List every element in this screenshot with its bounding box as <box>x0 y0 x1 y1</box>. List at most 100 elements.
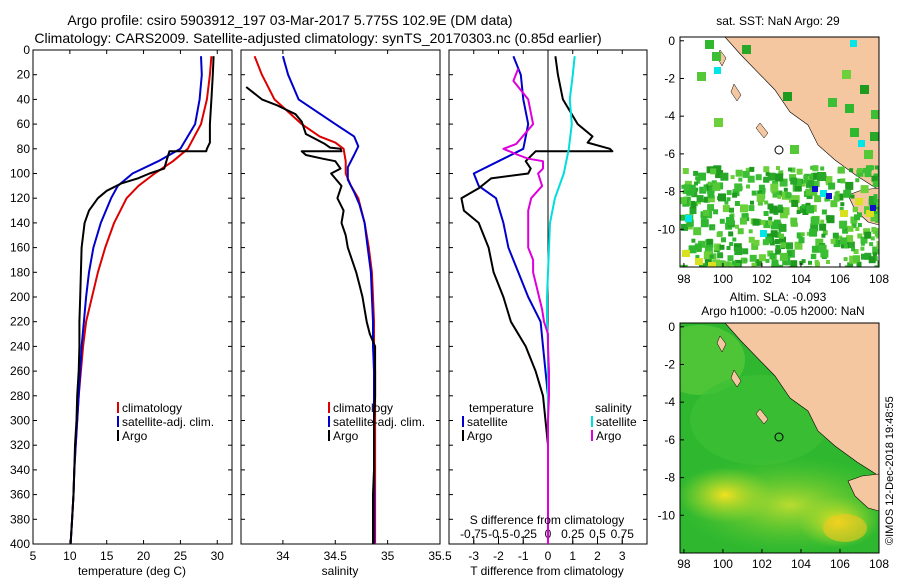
sst-cell <box>753 239 760 246</box>
sst-cell <box>871 110 879 119</box>
s-tick-label: -0.25 <box>510 527 538 541</box>
sst-cell <box>691 238 696 243</box>
x-tick-label: 25 <box>174 549 188 563</box>
sst-cell <box>796 210 801 214</box>
sst-cell <box>843 189 852 198</box>
sst-cell <box>717 260 725 267</box>
sst-cell <box>690 200 696 206</box>
sst-cell <box>714 118 723 127</box>
series-line-argo <box>69 56 215 545</box>
sst-cell <box>795 178 801 184</box>
x-tick-label: 5 <box>30 549 37 563</box>
sst-cell <box>763 211 769 216</box>
sst-cell <box>752 218 760 226</box>
map-x-tick-label: 102 <box>752 272 772 286</box>
sst-cell <box>726 190 732 196</box>
sst-cell <box>791 200 799 207</box>
y-tick-label: 180 <box>10 265 30 279</box>
sst-cell <box>855 227 860 231</box>
sst-cell <box>840 202 845 207</box>
sst-cell <box>708 186 715 193</box>
sst-cell <box>775 248 782 255</box>
sst-cell <box>706 238 713 245</box>
sst-cell <box>680 197 688 205</box>
sst-cell <box>729 207 734 213</box>
legend-label: Argo <box>596 429 622 443</box>
s-tick-label: 0.25 <box>561 527 585 541</box>
sst-cell <box>833 239 839 245</box>
sst-cell <box>770 230 778 238</box>
sst-cell <box>868 256 876 264</box>
difference-legend: temperature salinitysatelliteArgosatellit… <box>462 401 637 443</box>
sst-cell <box>871 175 878 182</box>
map-y-tick-label: -2 <box>664 357 675 371</box>
series-line-climatology <box>253 55 377 544</box>
sst-cell <box>715 170 724 179</box>
x-tick-label: 30 <box>211 549 225 563</box>
sst-cell <box>828 182 836 190</box>
sst-cell <box>770 183 779 192</box>
sst-cell <box>732 189 740 197</box>
legend-title-salinity: salinity <box>595 401 632 415</box>
legend-label: satellite <box>467 415 508 429</box>
sst-cell <box>680 214 686 221</box>
y-tick-label: 120 <box>10 191 30 205</box>
sst-cell <box>734 263 741 267</box>
temperature-lines <box>69 56 215 545</box>
sst-cell <box>811 245 819 253</box>
sst-cell <box>868 198 876 206</box>
sst-cell <box>726 197 731 202</box>
sst-cell <box>818 244 827 253</box>
series-line-argo <box>245 86 377 544</box>
sst-cell <box>870 132 879 141</box>
sst-cell <box>718 193 726 202</box>
sla-map-frame <box>679 322 880 554</box>
x-tick-label: 35.5 <box>428 549 452 563</box>
sst-cell <box>686 219 694 227</box>
sst-cell <box>699 186 707 194</box>
sst-cell-yellow <box>695 258 703 265</box>
sst-cell <box>786 242 793 250</box>
y-tick-label: 400 <box>10 537 30 551</box>
sla-map-ticks: 98 100 102 104 106 108 0 -2 -4 -6 -8 -10 <box>658 320 890 571</box>
salinity-axes-frame <box>240 49 441 545</box>
y-tick-label: 60 <box>17 117 31 131</box>
map-y-tick-label: 0 <box>668 34 675 48</box>
y-tick-label: 80 <box>17 142 31 156</box>
sst-cell-yellow <box>708 262 716 267</box>
sst-cell <box>877 260 879 267</box>
map-x-tick-label: 108 <box>869 557 889 571</box>
sst-cell <box>698 172 706 181</box>
sst-cell <box>843 244 848 249</box>
sst-cell <box>851 223 857 229</box>
sst-cell <box>786 251 792 257</box>
sst-cell <box>710 226 715 230</box>
sst-cell-cyan <box>714 67 721 74</box>
sst-cell <box>746 184 750 189</box>
y-tick-label: 200 <box>10 290 30 304</box>
sst-cell <box>694 181 698 186</box>
sst-cell <box>730 175 735 180</box>
sst-cell <box>695 176 700 181</box>
sst-cell <box>874 230 879 237</box>
sla-sumatra-land <box>680 323 879 477</box>
sst-cell <box>839 220 848 229</box>
sst-cell-cyan <box>858 140 865 147</box>
sst-cell <box>751 190 757 196</box>
sla-java-land <box>847 473 879 512</box>
sst-cell-yellow <box>682 250 690 257</box>
sst-cell <box>855 178 860 183</box>
sla-map-subtitle: Argo h1000: -0.05 h2000: NaN <box>701 304 864 318</box>
sst-cell <box>802 209 809 215</box>
x-tick-label: -1 <box>518 549 529 563</box>
sst-cell <box>748 229 753 234</box>
sst-cell <box>769 253 776 260</box>
sst-cell <box>745 167 750 172</box>
sst-cell <box>706 166 714 174</box>
sla-map-title: Altim. SLA: -0.093 <box>730 290 827 304</box>
sst-cell <box>860 185 869 194</box>
sst-cell <box>729 242 734 246</box>
sst-cell <box>812 216 819 224</box>
